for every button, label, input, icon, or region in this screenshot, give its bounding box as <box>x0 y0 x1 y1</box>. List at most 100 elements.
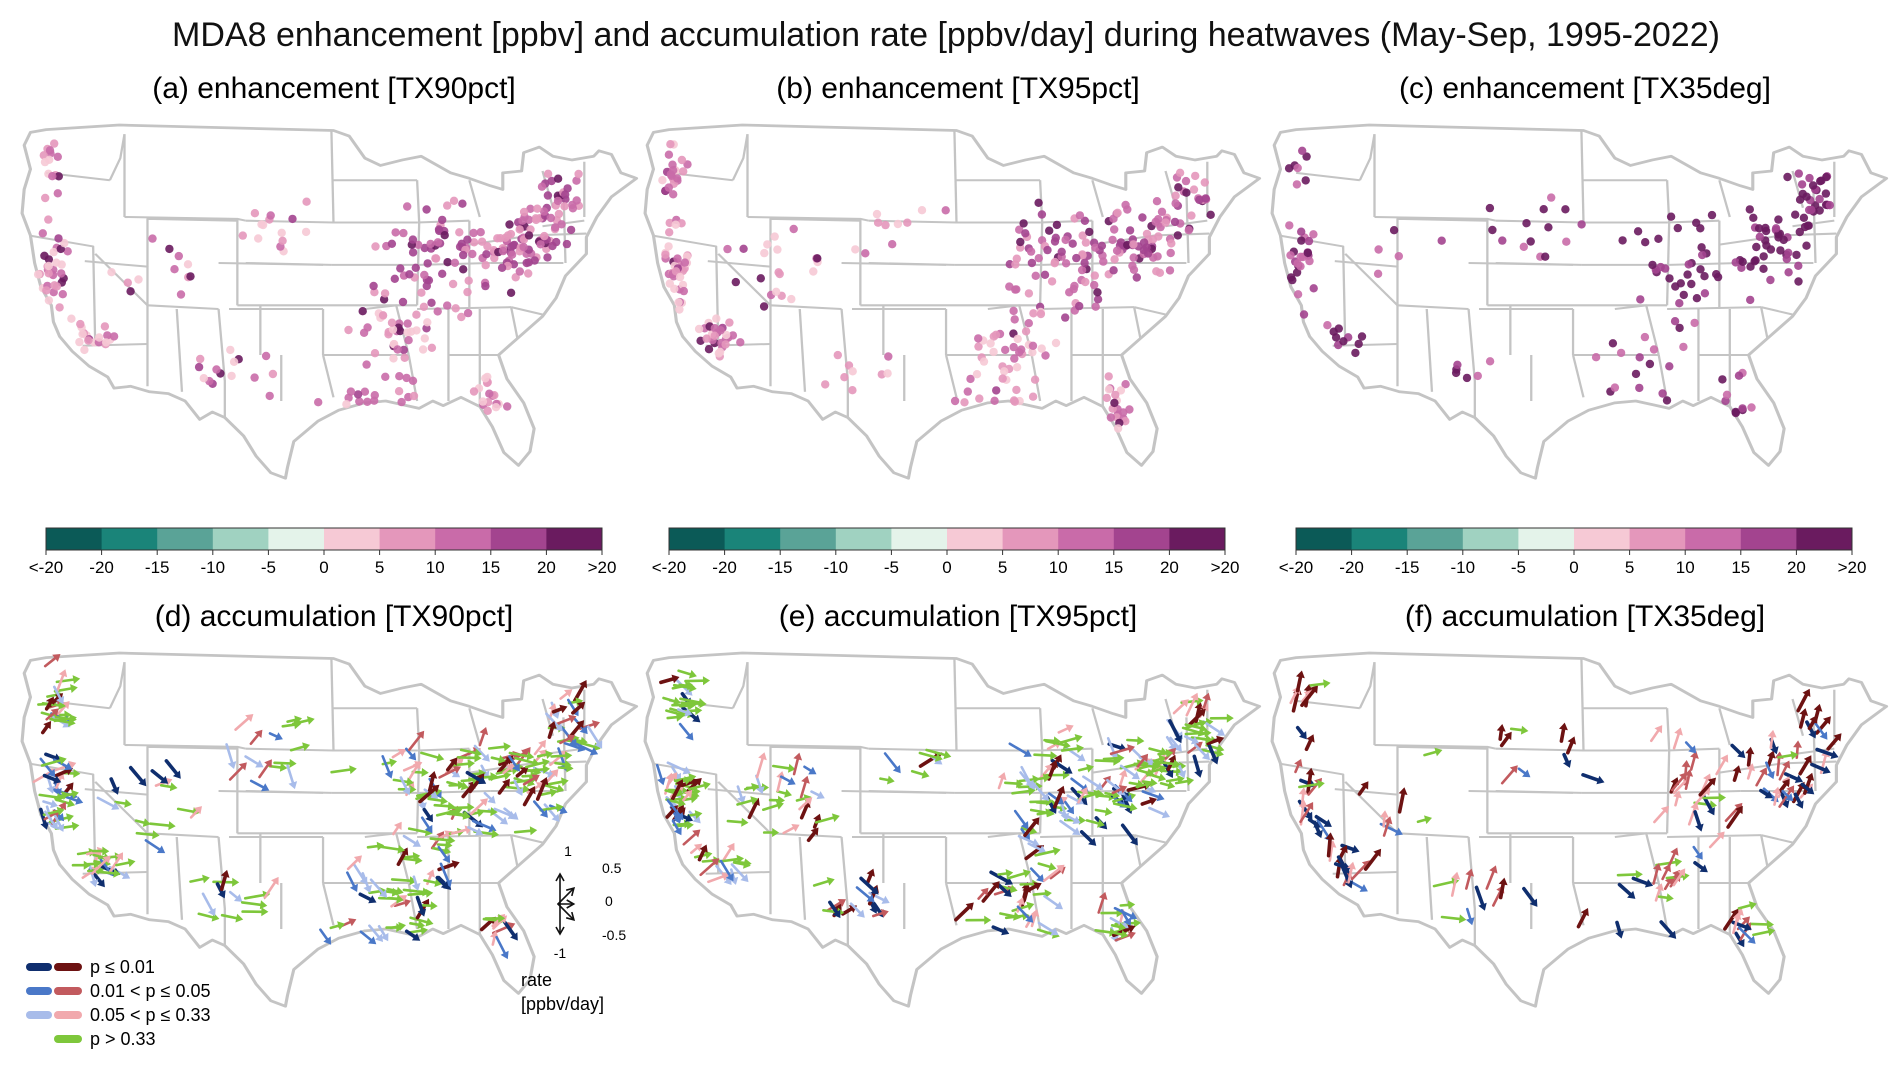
accumulation-arrow <box>508 751 535 761</box>
station-point <box>1718 375 1727 384</box>
station-point <box>41 193 50 203</box>
panel-enhancement-tx90pct: (a) enhancement [TX90pct] <-20 -20 -15 -10 -… <box>20 72 639 577</box>
station-point <box>438 215 447 225</box>
station-point <box>1498 236 1507 245</box>
accumulation-arrow <box>1689 751 1699 771</box>
station-point <box>1462 373 1472 383</box>
colorbar-swatch <box>1113 528 1170 550</box>
legend-item-p033: 0.05 < p ≤ 0.33 <box>90 1005 210 1025</box>
station-point <box>459 250 468 260</box>
station-point <box>381 372 390 381</box>
station-point <box>515 267 524 276</box>
accumulation-arrow <box>1509 725 1529 735</box>
station-point <box>417 288 426 297</box>
station-point <box>1154 232 1163 241</box>
station-point <box>1738 404 1747 413</box>
accumulation-arrow <box>1294 758 1303 774</box>
accumulation-arrow <box>107 852 123 875</box>
state-border <box>321 882 335 926</box>
station-point <box>412 310 421 319</box>
station-point <box>664 183 673 192</box>
station-point <box>673 254 682 263</box>
accumulation-arrow <box>730 863 749 883</box>
station-point <box>1296 252 1305 261</box>
station-point <box>1791 210 1800 219</box>
station-point <box>505 220 514 229</box>
station-point <box>261 351 271 361</box>
station-point <box>872 209 882 219</box>
station-point <box>677 155 687 165</box>
accumulation-arrow <box>478 727 489 747</box>
station-point <box>1097 241 1107 250</box>
station-point <box>1453 360 1462 369</box>
accumulation-arrow <box>513 779 524 796</box>
station-point <box>658 176 667 185</box>
accumulation-arrow <box>1064 800 1074 815</box>
accumulation-arrow <box>736 796 759 806</box>
station-point <box>1113 424 1123 433</box>
accumulation-arrow <box>503 784 531 794</box>
accumulation-arrow <box>378 844 406 854</box>
station-point <box>1028 348 1037 357</box>
station-point <box>48 172 57 181</box>
station-point <box>1591 353 1601 362</box>
accumulation-arrow <box>1416 815 1432 825</box>
colorbar-swatch <box>1740 528 1797 550</box>
accumulation-arrow <box>426 869 435 886</box>
state-border <box>1580 658 1585 751</box>
accumulation-arrow <box>56 669 68 692</box>
accumulation-arrow <box>1440 914 1467 924</box>
accumulation-arrow <box>726 817 749 827</box>
accumulation-arrow <box>1155 759 1181 769</box>
station-point <box>288 214 297 224</box>
accumulation-arrow <box>488 771 512 781</box>
us-state-map <box>643 123 1262 480</box>
accumulation-arrow <box>1027 842 1047 854</box>
accumulation-arrow <box>1174 776 1195 786</box>
accumulation-arrow <box>368 924 383 942</box>
accumulation-arrow <box>228 762 247 781</box>
station-point <box>554 209 564 219</box>
accumulation-arrow <box>469 798 488 816</box>
station-point <box>1139 245 1149 255</box>
accumulation-arrow <box>776 789 792 798</box>
accumulation-arrow <box>91 846 110 856</box>
station-point <box>1043 245 1052 255</box>
station-point <box>443 201 452 210</box>
state-borders <box>28 130 587 418</box>
accumulation-arrow <box>1082 775 1104 790</box>
station-point <box>52 258 61 267</box>
station-point <box>1293 259 1302 268</box>
accumulation-arrow <box>954 902 974 922</box>
station-point <box>427 298 436 307</box>
accumulation-arrow <box>1671 772 1687 792</box>
station-point <box>1102 393 1112 403</box>
station-point <box>57 269 66 278</box>
colorbar-swatch <box>157 528 214 550</box>
station-point <box>1010 354 1019 363</box>
station-point <box>358 307 367 316</box>
accumulation-arrow <box>667 772 678 785</box>
accumulation-arrow <box>109 777 120 795</box>
accumulation-arrow <box>436 840 453 850</box>
station-point <box>775 269 784 279</box>
accumulation-arrow <box>115 858 136 868</box>
station-point <box>458 199 467 208</box>
station-point <box>380 289 390 298</box>
state-border <box>175 836 184 920</box>
station-point <box>519 242 528 252</box>
accumulation-arrow <box>687 810 703 819</box>
scale-key-arrowhead <box>566 899 576 909</box>
station-point <box>1292 268 1302 277</box>
station-point <box>277 228 286 237</box>
accumulation-arrow <box>666 761 691 775</box>
station-point <box>671 267 681 276</box>
state-border <box>321 354 335 398</box>
colorbar-tick-label: -15 <box>145 558 170 577</box>
station-point <box>80 345 89 355</box>
accumulation-arrow <box>1796 688 1811 713</box>
accumulation-arrow <box>1465 868 1475 890</box>
colorbar-tick-label: 5 <box>375 558 384 577</box>
station-point <box>1195 195 1204 205</box>
station-point <box>553 174 563 183</box>
